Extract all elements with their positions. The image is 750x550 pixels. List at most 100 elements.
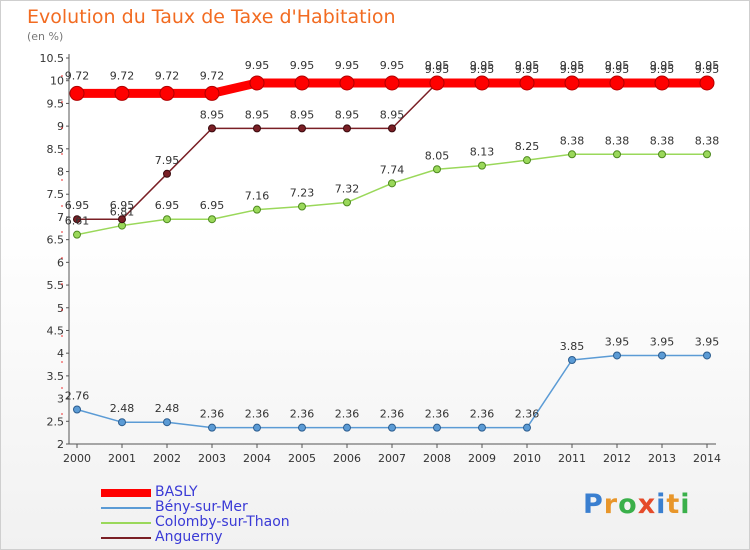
data-label: 3.85 — [560, 340, 585, 353]
data-point — [384, 75, 400, 91]
data-label: 8.25 — [515, 140, 540, 153]
data-point — [208, 423, 216, 432]
y-tick-label: 7 — [57, 211, 64, 224]
legend-swatch — [101, 507, 151, 509]
data-label: 6.95 — [200, 199, 225, 212]
y-tick-label: 9.5 — [47, 97, 65, 110]
unit-label: (en %) — [27, 30, 64, 43]
legend-label: Colomby-sur-Thaon — [155, 514, 290, 530]
data-point — [73, 230, 81, 239]
data-label: 6.81 — [110, 206, 135, 219]
data-point — [159, 85, 175, 101]
data-point — [343, 198, 351, 207]
data-label: 9.95 — [380, 59, 405, 72]
data-point — [429, 75, 445, 91]
x-tick-label: 2001 — [108, 452, 136, 465]
data-label: 9.95 — [650, 63, 675, 76]
logo-letter: t — [666, 489, 681, 520]
data-label: 6.95 — [65, 199, 90, 212]
data-point — [298, 124, 306, 133]
data-label: 6.95 — [110, 199, 135, 212]
data-label: 9.95 — [695, 59, 720, 72]
x-tick-label: 2012 — [603, 452, 631, 465]
data-point — [523, 156, 531, 165]
y-tick-label: 6 — [57, 256, 64, 269]
data-label: 8.38 — [560, 134, 585, 147]
data-label: 9.95 — [515, 63, 540, 76]
y-tick-label: 10 — [50, 75, 64, 88]
data-point — [388, 179, 396, 188]
data-point — [114, 85, 130, 101]
data-point — [118, 418, 126, 427]
data-point — [253, 205, 261, 214]
x-tick-label: 2005 — [288, 452, 316, 465]
data-label: 9.95 — [560, 59, 585, 72]
data-label: 9.72 — [110, 69, 135, 82]
y-tick-label: 6.5 — [47, 234, 65, 247]
x-tick-label: 2011 — [558, 452, 586, 465]
data-label: 7.16 — [245, 190, 270, 203]
logo-letter: P — [583, 489, 604, 520]
data-label: 9.95 — [470, 59, 495, 72]
data-label: 8.38 — [650, 134, 675, 147]
data-point — [339, 75, 355, 91]
data-point — [208, 124, 216, 133]
data-label: 8.38 — [605, 134, 630, 147]
data-point — [388, 124, 396, 133]
data-label: 2.36 — [245, 408, 270, 421]
y-tick-label: 3.5 — [47, 370, 65, 383]
chart-title: Evolution du Taux de Taxe d'Habitation — [27, 6, 396, 28]
y-tick-label: 3 — [57, 393, 64, 406]
data-label: 8.95 — [290, 108, 315, 121]
data-label: 9.95 — [335, 59, 360, 72]
logo-letter: i — [680, 489, 691, 520]
data-point — [343, 124, 351, 133]
data-point — [699, 75, 715, 91]
data-label: 9.95 — [425, 59, 450, 72]
data-point — [388, 423, 396, 432]
data-point — [294, 75, 310, 91]
data-label: 9.95 — [560, 63, 585, 76]
data-label: 8.13 — [470, 146, 495, 159]
x-tick-label: 2010 — [513, 452, 541, 465]
y-tick-label: 4 — [57, 347, 64, 360]
data-point — [658, 150, 666, 159]
data-label: 9.72 — [65, 69, 90, 82]
data-label: 3.95 — [650, 335, 675, 348]
data-label: 2.48 — [110, 402, 135, 415]
data-label: 2.36 — [470, 408, 495, 421]
data-label: 3.95 — [695, 335, 720, 348]
logo-letter: r — [603, 489, 619, 520]
data-label: 9.95 — [605, 59, 630, 72]
logo-letter: x — [637, 489, 657, 520]
data-label: 2.48 — [155, 402, 180, 415]
data-point — [163, 169, 171, 178]
y-tick-label: 7.5 — [47, 188, 65, 201]
x-tick-label: 2000 — [63, 452, 91, 465]
data-label: 9.95 — [245, 59, 270, 72]
data-point — [433, 423, 441, 432]
legend-swatch — [101, 537, 151, 539]
proxiti-logo: Proxiti — [583, 489, 691, 520]
data-point — [73, 215, 81, 224]
data-label: 8.38 — [695, 134, 720, 147]
data-label: 9.95 — [425, 63, 450, 76]
data-point — [613, 150, 621, 159]
data-label: 3.95 — [605, 335, 630, 348]
data-point — [474, 75, 490, 91]
y-tick-label: 10.5 — [40, 52, 65, 65]
legend-label: Anguerny — [155, 529, 223, 545]
data-label: 9.95 — [515, 59, 540, 72]
data-label: 9.95 — [605, 63, 630, 76]
data-label: 2.36 — [200, 408, 225, 421]
legend-label: BASLY — [155, 484, 198, 500]
data-point — [69, 85, 85, 101]
data-label: 6.95 — [155, 199, 180, 212]
data-label: 2.36 — [380, 408, 405, 421]
y-tick-label: 2 — [57, 438, 64, 451]
data-point — [208, 215, 216, 224]
data-point — [433, 165, 441, 174]
data-label: 6.61 — [65, 215, 90, 228]
data-point — [478, 423, 486, 432]
